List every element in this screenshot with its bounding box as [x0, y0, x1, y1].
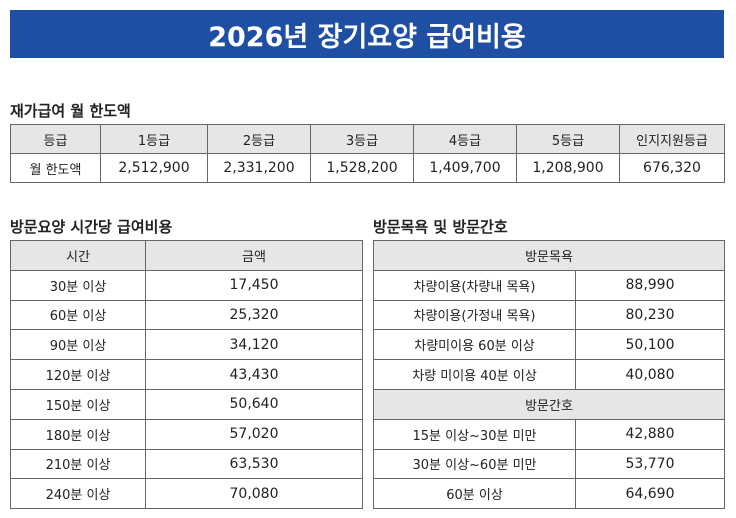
table-cell: 차량미이용 60분 이상 [373, 329, 576, 361]
table-cell: 30분 이상 [10, 269, 146, 301]
table-cell: 50,640 [145, 388, 363, 420]
table-row: 차량 미이용 40분 이상 40,080 [373, 359, 725, 390]
table-cell: 34,120 [145, 329, 363, 361]
table-cell: 676,320 [619, 153, 725, 183]
table-cell: 53,770 [575, 448, 725, 480]
table-cell: 1,409,700 [413, 153, 517, 183]
table-cell: 80,230 [575, 299, 725, 331]
table-cell: 210분 이상 [10, 448, 146, 480]
table-cell: 월 한도액 [10, 153, 101, 183]
table-cell: 60분 이상 [373, 478, 576, 510]
table-row: 210분 이상 63,530 [10, 448, 363, 480]
table-cell: 방문목욕 [373, 240, 725, 271]
table-row: 방문목욕 [373, 240, 725, 271]
table-cell: 88,990 [575, 269, 725, 301]
bath-nursing-table: 방문목욕 차량이용(차량내 목욕) 88,990 차량이용(가정내 목욕) 80,230… [373, 240, 725, 510]
table-cell: 차량이용(차량내 목욕) [373, 269, 576, 301]
table-cell: 17,450 [145, 269, 363, 301]
table-row: 월 한도액 2,512,900 2,331,200 1,528,200 1,409,70… [10, 153, 725, 183]
table-cell: 240분 이상 [10, 478, 146, 510]
visit-care-table: 시간 금액 30분 이상 17,450 60분 이상 25,320 90분 이상 34,120… [10, 240, 363, 510]
table-cell: 90분 이상 [10, 329, 146, 361]
table-cell: 150분 이상 [10, 388, 146, 420]
table-cell: 70,080 [145, 478, 363, 510]
section-title: 재가급여 월 한도액 [10, 102, 131, 120]
table-row: 30분 이상 17,450 [10, 269, 363, 301]
table-cell: 1등급 [100, 124, 208, 154]
title-banner: 2026년 장기요양 급여비용 [10, 10, 724, 58]
table-row: 차량미이용 60분 이상 50,100 [373, 329, 725, 361]
table-cell: 60분 이상 [10, 299, 146, 331]
table-row: 240분 이상 70,080 [10, 478, 363, 510]
table-cell: 15분 이상~30분 미만 [373, 418, 576, 450]
table-cell: 40,080 [575, 359, 725, 390]
table-cell: 2,331,200 [207, 153, 311, 183]
table-cell: 64,690 [575, 478, 725, 510]
table-cell: 2등급 [207, 124, 311, 154]
table-cell: 4등급 [413, 124, 517, 154]
table-cell: 시간 [10, 240, 146, 271]
table-cell: 43,430 [145, 359, 363, 390]
table-row: 차량이용(가정내 목욕) 80,230 [373, 299, 725, 331]
table-cell: 차량 미이용 40분 이상 [373, 359, 576, 390]
table-cell: 42,880 [575, 418, 725, 450]
table-cell: 2,512,900 [100, 153, 208, 183]
table-cell: 50,100 [575, 329, 725, 361]
table-cell: 금액 [145, 240, 363, 271]
table-cell: 방문간호 [373, 388, 725, 420]
table-cell: 63,530 [145, 448, 363, 480]
table-cell: 차량이용(가정내 목욕) [373, 299, 576, 331]
table-row: 60분 이상 25,320 [10, 299, 363, 331]
table-row: 150분 이상 50,640 [10, 388, 363, 420]
limit-table: 등급 1등급 2등급 3등급 4등급 5등급 인지지원등급 월 한도액 2,512,900 2,3… [10, 124, 725, 183]
table-row: 차량이용(차량내 목욕) 88,990 [373, 269, 725, 301]
table-row: 90분 이상 34,120 [10, 329, 363, 361]
table-row: 시간 금액 [10, 240, 363, 271]
table-row: 등급 1등급 2등급 3등급 4등급 5등급 인지지원등급 [10, 124, 725, 154]
table-cell: 5등급 [516, 124, 620, 154]
table-cell: 등급 [10, 124, 101, 154]
table-cell: 120분 이상 [10, 359, 146, 390]
table-cell: 1,208,900 [516, 153, 620, 183]
table-row: 120분 이상 43,430 [10, 359, 363, 390]
table-row: 60분 이상 64,690 [373, 478, 725, 510]
table-cell: 3등급 [310, 124, 414, 154]
section-title: 방문요양 시간당 급여비용 [10, 218, 173, 236]
table-row: 180분 이상 57,020 [10, 418, 363, 450]
table-row: 15분 이상~30분 미만 42,880 [373, 418, 725, 450]
table-row: 30분 이상~60분 미만 53,770 [373, 448, 725, 480]
table-cell: 57,020 [145, 418, 363, 450]
section-title: 방문목욕 및 방문간호 [373, 218, 508, 236]
table-cell: 인지지원등급 [619, 124, 725, 154]
table-cell: 25,320 [145, 299, 363, 331]
table-row: 방문간호 [373, 388, 725, 420]
table-cell: 180분 이상 [10, 418, 146, 450]
table-cell: 1,528,200 [310, 153, 414, 183]
table-cell: 30분 이상~60분 미만 [373, 448, 576, 480]
